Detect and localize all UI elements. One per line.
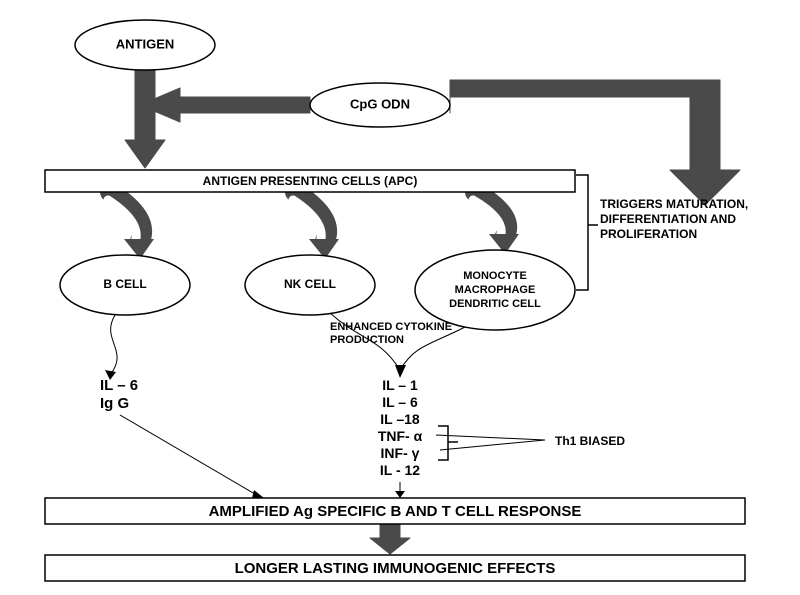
svg-text:IL – 6: IL – 6 [100, 377, 138, 394]
svg-text:MONOCYTE: MONOCYTE [463, 270, 527, 282]
svg-text:CpG ODN: CpG ODN [350, 96, 410, 111]
svg-text:IL - 12: IL - 12 [380, 462, 420, 478]
svg-text:TNF- α: TNF- α [378, 428, 423, 444]
svg-text:PRODUCTION: PRODUCTION [330, 334, 404, 346]
svg-text:IL – 6: IL – 6 [382, 394, 418, 410]
bcell_to_il6 [105, 315, 117, 380]
cyto_to_amp [395, 482, 405, 498]
text-cytokines: IL – 1IL – 6IL –18TNF- αINF- γIL - 12 [378, 377, 423, 478]
svg-text:LONGER LASTING IMMUNOGENIC EFF: LONGER LASTING IMMUNOGENIC EFFECTS [235, 560, 556, 577]
apc_to_mmdc [473, 192, 519, 254]
node-antigen: ANTIGEN [75, 20, 215, 70]
apc_to_nk [293, 192, 339, 259]
node-amplified: AMPLIFIED Ag SPECIFIC B AND T CELL RESPO… [45, 498, 745, 524]
svg-text:NK CELL: NK CELL [284, 277, 336, 291]
svg-text:PROLIFERATION: PROLIFERATION [600, 227, 697, 241]
svg-text:B CELL: B CELL [103, 277, 146, 291]
svg-text:ANTIGEN PRESENTING CELLS (APC): ANTIGEN PRESENTING CELLS (APC) [203, 174, 418, 188]
antigen_down [125, 70, 165, 168]
node-mmdc: MONOCYTE MACROPHAGE DENDRITIC CELL [415, 250, 575, 330]
apc_right_bracket [576, 175, 598, 290]
text-side_text.th1: Th1 BIASED [555, 434, 625, 448]
amplified_to_longer [370, 524, 410, 554]
svg-text:Th1 BIASED: Th1 BIASED [555, 434, 625, 448]
il6_to_amp [120, 415, 264, 498]
svg-text:MACROPHAGE: MACROPHAGE [455, 284, 536, 296]
cyto_bracket [438, 426, 458, 460]
text-side_text.triggers: TRIGGERS MATURATION,DIFFERENTIATION ANDP… [600, 197, 748, 241]
node-bcell: B CELL [60, 255, 190, 315]
svg-text:ANTIGEN: ANTIGEN [116, 36, 175, 51]
node-nkcell: NK CELL [245, 255, 375, 315]
node-cpgodn: CpG ODN [310, 83, 450, 127]
text-side_text.enh_cyto: ENHANCED CYTOKINEPRODUCTION [330, 321, 452, 346]
svg-text:IL – 1: IL – 1 [382, 377, 418, 393]
svg-text:DIFFERENTIATION AND: DIFFERENTIATION AND [600, 212, 736, 226]
svg-text:INF- γ: INF- γ [381, 445, 420, 461]
svg-text:Ig G: Ig G [100, 395, 129, 412]
node-longer: LONGER LASTING IMMUNOGENIC EFFECTS [45, 555, 745, 581]
svg-text:DENDRITIC CELL: DENDRITIC CELL [449, 298, 541, 310]
svg-text:IL –18: IL –18 [380, 411, 420, 427]
apc_to_bcell [108, 192, 154, 259]
text-bcell_out: IL – 6Ig G [100, 377, 138, 412]
svg-text:AMPLIFIED Ag SPECIFIC B AND T: AMPLIFIED Ag SPECIFIC B AND T CELL RESPO… [209, 503, 582, 520]
cpg_to_antigen [140, 88, 310, 122]
node-apc: ANTIGEN PRESENTING CELLS (APC) [45, 170, 575, 192]
svg-text:TRIGGERS MATURATION,: TRIGGERS MATURATION, [600, 197, 748, 211]
